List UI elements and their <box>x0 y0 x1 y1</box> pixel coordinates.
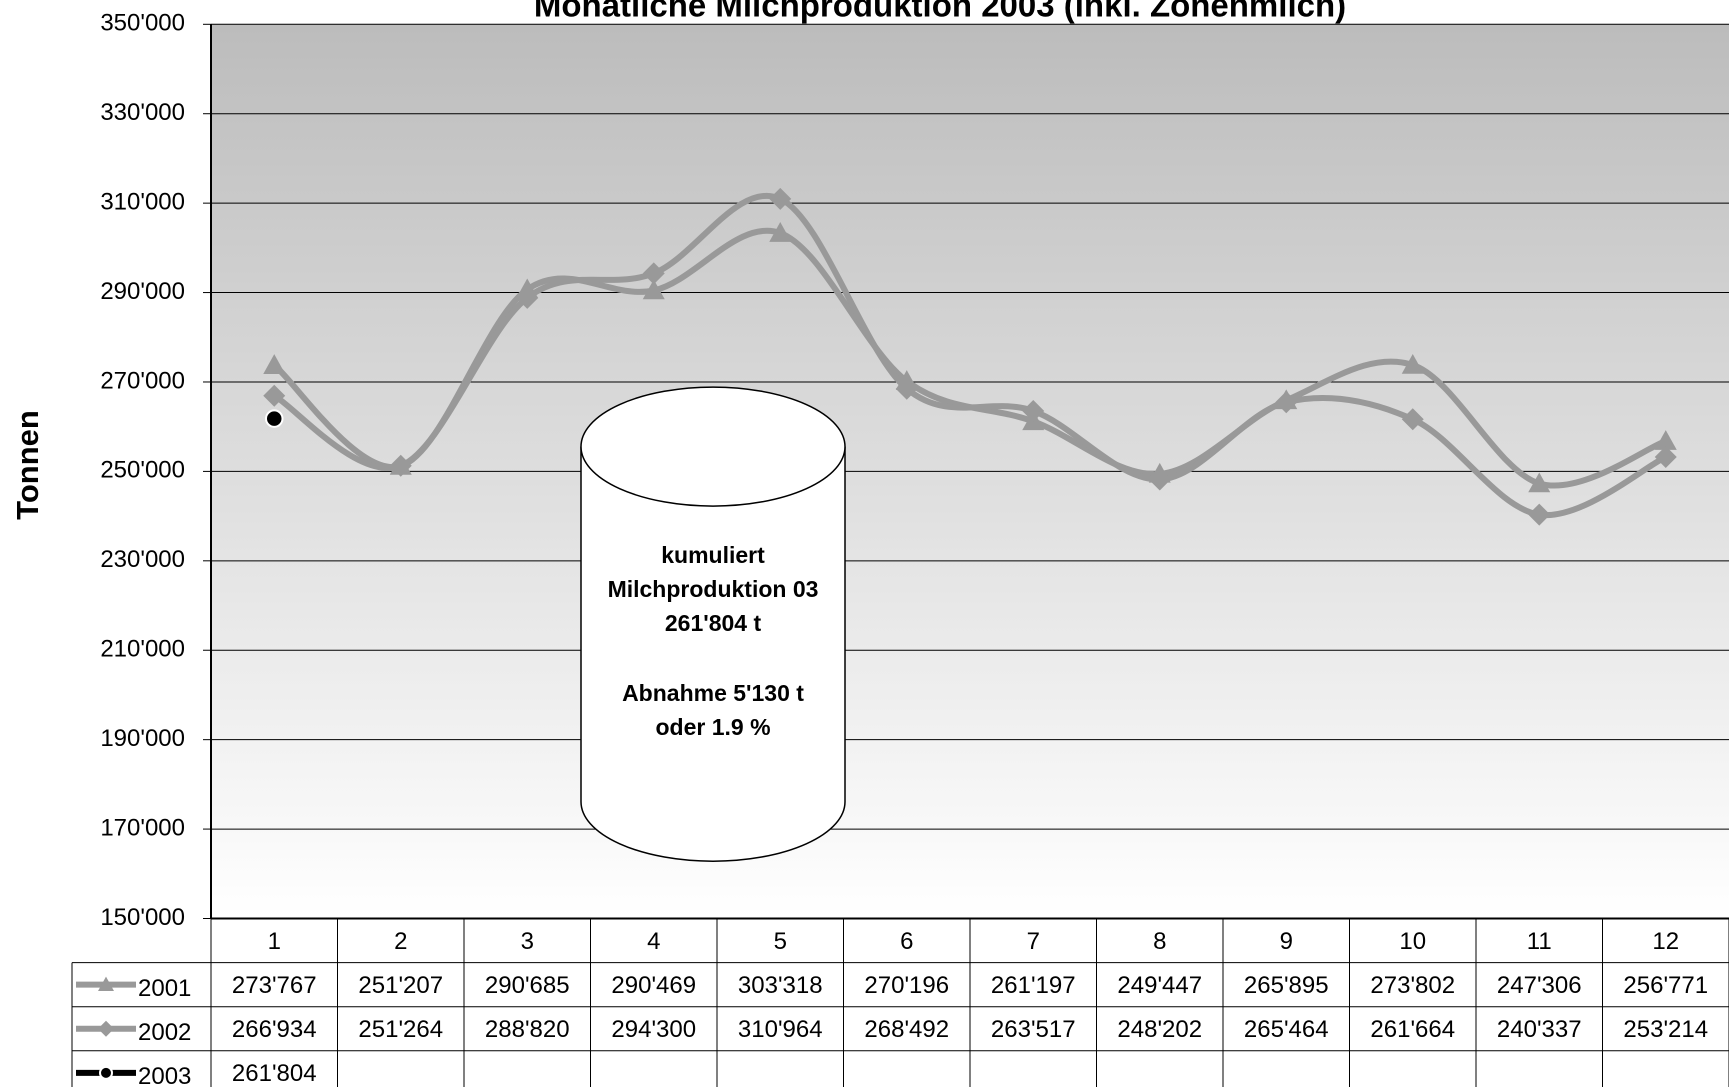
marker <box>642 262 665 285</box>
marker <box>99 1065 113 1080</box>
table-value: 248'202 <box>1117 1016 1202 1043</box>
marker <box>1528 503 1551 526</box>
marker <box>263 354 286 374</box>
marker <box>263 384 286 407</box>
table-value: 268'492 <box>864 1016 949 1043</box>
annotation: kumuliert Milchproduktion 03 261'804 t Abna… <box>580 386 846 862</box>
annotation-text: Milchproduktion 03 <box>608 576 819 602</box>
table-value: 240'337 <box>1497 1016 1582 1043</box>
table-value: 253'214 <box>1623 1016 1708 1043</box>
x-tick-label: 4 <box>647 928 660 955</box>
table-value: 273'802 <box>1370 972 1455 999</box>
marker <box>98 976 114 992</box>
y-tick-label: 310'000 <box>100 188 185 215</box>
table-value: 263'517 <box>991 1016 1076 1043</box>
marker <box>1022 399 1045 422</box>
table-value: 270'196 <box>864 972 949 999</box>
cylinder-top <box>580 386 846 507</box>
table-value: 265'895 <box>1244 972 1329 999</box>
x-tick-label: 2 <box>394 928 407 955</box>
cylinder-body <box>580 446 846 862</box>
marker <box>1275 391 1298 414</box>
x-tick-label: 8 <box>1153 928 1166 955</box>
table-value: 294'300 <box>611 1016 696 1043</box>
y-tick-label: 170'000 <box>100 814 185 841</box>
table-value: 261'804 <box>232 1060 317 1087</box>
series-line <box>272 227 1667 489</box>
y-tick-label: 190'000 <box>100 725 185 752</box>
table-value: 273'767 <box>232 972 317 999</box>
marker <box>1401 353 1424 374</box>
marker <box>265 409 284 428</box>
legend-label: 2003 <box>138 1063 191 1087</box>
table-value: 261'664 <box>1370 1016 1455 1043</box>
marker <box>1401 408 1424 431</box>
marker <box>1654 446 1677 469</box>
table-value: 251'264 <box>358 1016 443 1043</box>
marker <box>516 286 539 309</box>
x-tick-label: 3 <box>521 928 534 955</box>
table-value: 290'469 <box>611 972 696 999</box>
table-value: 249'447 <box>1117 972 1202 999</box>
annotation-text: oder 1.9 % <box>655 714 770 740</box>
table-value: 265'464 <box>1244 1016 1329 1043</box>
table-value: 290'685 <box>485 972 570 999</box>
series-line <box>272 193 1668 519</box>
x-tick-label: 11 <box>1527 928 1552 955</box>
y-tick-label: 270'000 <box>100 367 185 394</box>
y-tick-label: 330'000 <box>100 99 185 126</box>
y-tick-label: 250'000 <box>100 457 185 484</box>
marker <box>389 454 412 477</box>
y-tick-label: 350'000 <box>100 10 185 37</box>
x-tick-label: 5 <box>774 928 787 955</box>
table-value: 310'964 <box>738 1016 823 1043</box>
marker <box>769 222 792 242</box>
annotation-text: 261'804 t <box>665 610 762 636</box>
y-tick-label: 230'000 <box>100 546 185 573</box>
table-value: 251'207 <box>358 972 443 999</box>
y-tick-label: 210'000 <box>100 636 185 663</box>
x-tick-label: 7 <box>1027 928 1040 955</box>
marker <box>642 279 665 300</box>
x-tick-label: 9 <box>1280 928 1293 955</box>
marker <box>769 187 792 210</box>
marker <box>1528 472 1551 493</box>
table-value: 247'306 <box>1497 972 1582 999</box>
legend-label: 2002 <box>138 1019 191 1046</box>
y-tick-label: 150'000 <box>100 904 185 931</box>
table-value: 303'318 <box>738 972 823 999</box>
marker <box>895 377 918 400</box>
y-tick-label: 290'000 <box>100 278 185 305</box>
table-value: 261'197 <box>991 972 1076 999</box>
table-value: 266'934 <box>232 1016 317 1043</box>
marker <box>1654 430 1677 450</box>
annotation-text: Abnahme 5'130 t <box>622 680 804 706</box>
marker <box>98 1020 114 1037</box>
marker <box>1148 468 1171 491</box>
y-axis-label: Tonnen <box>10 410 45 520</box>
x-tick-label: 1 <box>268 928 281 955</box>
chart-title: Monatliche Milchproduktion 2003 (inkl. Z… <box>534 0 1346 24</box>
table-value: 288'820 <box>485 1016 570 1043</box>
x-tick-label: 10 <box>1399 928 1426 955</box>
table-value: 256'771 <box>1623 972 1708 999</box>
x-tick-label: 12 <box>1652 928 1679 955</box>
x-tick-label: 6 <box>900 928 913 955</box>
annotation-text: kumuliert <box>661 542 765 568</box>
legend-label: 2001 <box>138 975 191 1002</box>
